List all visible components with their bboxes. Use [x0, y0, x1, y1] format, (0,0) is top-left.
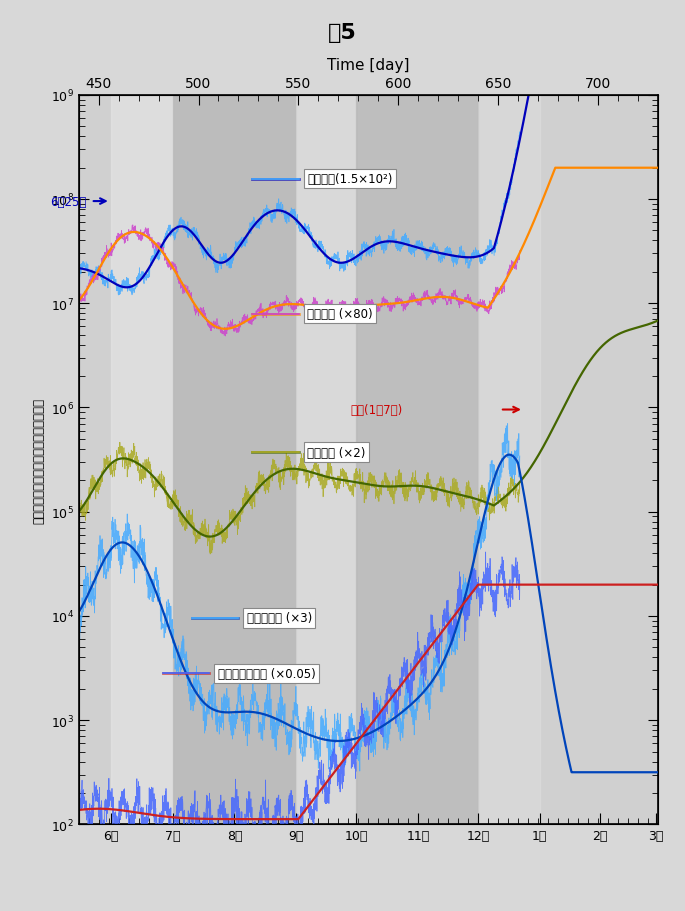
Y-axis label: 日毎の新規陽性者数（予測線とデータ）: 日毎の新規陽性者数（予測線とデータ）	[32, 397, 45, 523]
Text: トルコ　(1.5×10²): トルコ (1.5×10²)	[308, 173, 393, 186]
Text: オーストラリア (×0.05): オーストラリア (×0.05)	[218, 667, 316, 681]
Bar	[297, 96, 356, 824]
Text: 6月25日: 6月25日	[51, 195, 87, 209]
Text: 現在(1月7日): 現在(1月7日)	[350, 404, 403, 416]
Text: 南アフリカ (×3): 南アフリカ (×3)	[247, 611, 312, 625]
X-axis label: Time [day]: Time [day]	[327, 58, 410, 73]
Bar	[356, 96, 478, 824]
Text: アメリカ (×2): アメリカ (×2)	[308, 446, 366, 459]
Bar	[111, 96, 173, 824]
Text: イギリス (×80): イギリス (×80)	[308, 308, 373, 321]
Text: 図5: 図5	[328, 23, 357, 43]
Bar	[173, 96, 297, 824]
Bar	[478, 96, 540, 824]
